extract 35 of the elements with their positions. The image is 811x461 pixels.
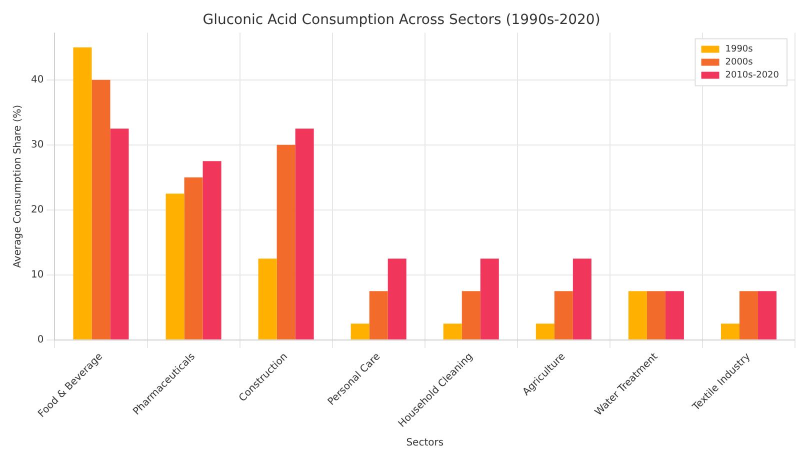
bar bbox=[739, 291, 758, 340]
bar bbox=[369, 291, 388, 340]
bar bbox=[110, 128, 129, 340]
legend-label: 2010s-2020 bbox=[725, 70, 780, 81]
y-tick-label: 0 bbox=[37, 334, 44, 346]
bar bbox=[202, 161, 222, 340]
bar bbox=[443, 324, 462, 340]
bar bbox=[73, 47, 92, 340]
bar bbox=[646, 291, 666, 340]
bar bbox=[92, 80, 110, 340]
chart-title: Gluconic Acid Consumption Across Sectors (1990s-2020) bbox=[202, 12, 600, 28]
bar bbox=[480, 258, 499, 340]
legend-label: 2000s bbox=[725, 58, 754, 68]
y-tick-label: 30 bbox=[30, 139, 44, 150]
bar bbox=[166, 194, 184, 340]
bar bbox=[758, 291, 776, 340]
bar bbox=[276, 144, 296, 340]
bar bbox=[665, 291, 684, 340]
bar bbox=[720, 324, 740, 340]
bar bbox=[184, 177, 203, 340]
bar bbox=[572, 258, 592, 340]
legend-label: 1990s bbox=[725, 44, 754, 55]
bar bbox=[258, 258, 277, 340]
y-tick-label: 40 bbox=[30, 74, 44, 86]
bar bbox=[628, 291, 647, 340]
y-tick-label: 20 bbox=[30, 204, 44, 216]
bar bbox=[388, 258, 406, 340]
y-tick-label: 10 bbox=[30, 269, 44, 280]
bar bbox=[536, 324, 554, 340]
bar bbox=[295, 128, 314, 340]
bar bbox=[554, 291, 573, 340]
bar bbox=[350, 324, 370, 340]
x-axis-title: Sectors bbox=[406, 438, 444, 449]
y-axis-title: Average Consumption Share (%) bbox=[12, 104, 24, 268]
bar bbox=[462, 291, 480, 340]
